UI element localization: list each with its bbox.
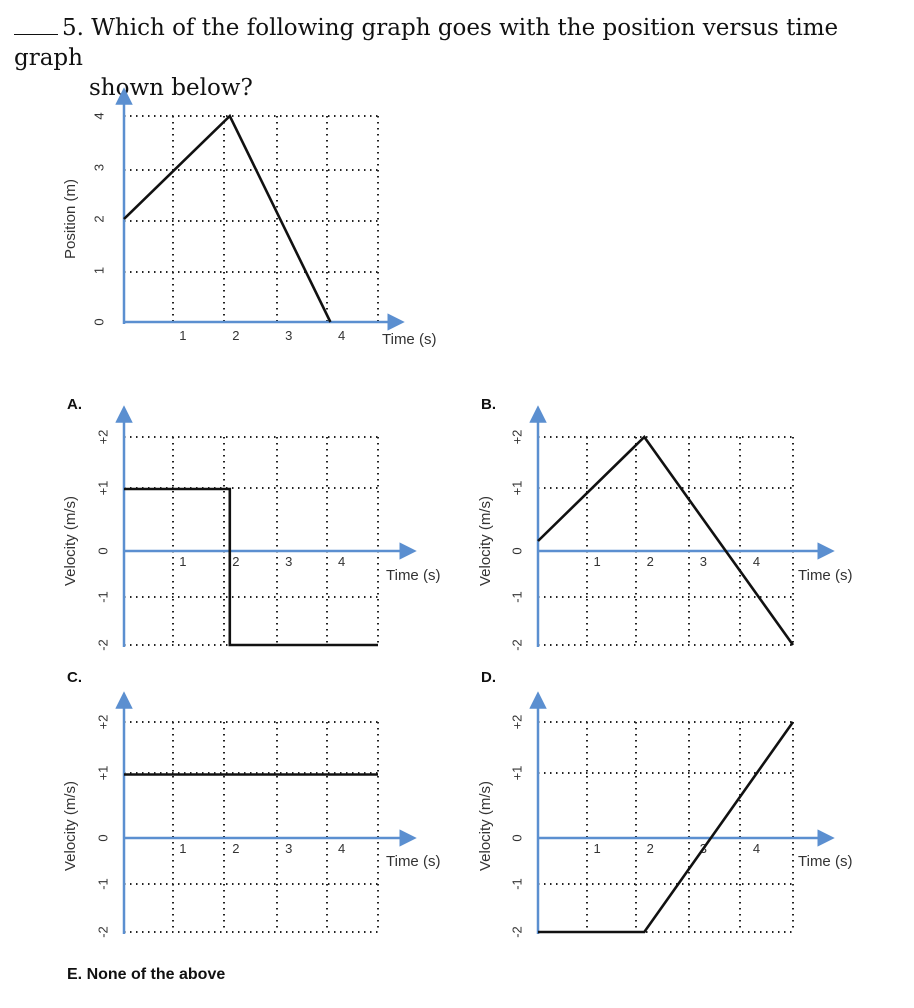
answer-blank[interactable]: [14, 12, 58, 35]
question-line-1: Which of the following graph goes with t…: [14, 15, 839, 71]
y-tick-label: 1: [91, 267, 106, 274]
y-tick-label: -2: [95, 926, 110, 938]
y-tick-label: -2: [509, 926, 524, 938]
y-tick-label: 0: [509, 834, 524, 841]
graph-position: 0 1 2 3 4 1 2 3 4 Time (s) Position (m): [62, 87, 436, 348]
y-tick-label: 2: [91, 215, 106, 222]
question-text: 5. Which of the following graph goes wit…: [14, 12, 894, 103]
x-tick-label: 1: [179, 554, 186, 569]
y-axis-label: Velocity (m/s): [477, 781, 494, 871]
choice-label-a: A.: [67, 396, 82, 413]
y-tick-label: +2: [95, 715, 110, 730]
y-axis-label: Position (m): [62, 179, 79, 259]
x-tick-label: 1: [179, 328, 186, 343]
x-axis-label: Time (s): [386, 853, 440, 870]
y-tick-label: +1: [95, 481, 110, 496]
choice-e-label: E. None of the above: [67, 966, 225, 983]
x-tick-label: 4: [338, 554, 345, 569]
y-tick-label: 4: [91, 112, 106, 119]
data-line-position: [123, 113, 332, 323]
y-tick-label: +1: [509, 481, 524, 496]
x-tick-label: 3: [285, 554, 292, 569]
y-axis-label: Velocity (m/s): [62, 496, 79, 586]
x-tick-label: 4: [338, 841, 345, 856]
choice-label-b: B.: [481, 396, 496, 413]
y-tick-label: -2: [95, 639, 110, 651]
x-axis-label: Time (s): [382, 331, 436, 348]
x-tick-label: 4: [753, 841, 760, 856]
data-line-a: [124, 487, 378, 647]
x-tick-label: 1: [594, 554, 601, 569]
y-tick-label: +1: [509, 766, 524, 781]
x-tick-label: 1: [179, 841, 186, 856]
x-tick-label: 1: [594, 841, 601, 856]
y-tick-label: 0: [95, 834, 110, 841]
y-axis-label: Velocity (m/s): [477, 496, 494, 586]
y-tick-label: -1: [95, 878, 110, 890]
x-tick-label: 3: [285, 841, 292, 856]
x-axis-label: Time (s): [386, 567, 440, 584]
graph-a: +2 +1 0 -1 -2 1 2 3 4 Time (s) Velocity (m/s) A.: [62, 396, 440, 651]
x-axis-label: Time (s): [798, 853, 852, 870]
y-tick-label: 0: [509, 547, 524, 554]
x-tick-label: 3: [700, 554, 707, 569]
y-tick-label: -1: [509, 591, 524, 603]
graph-b: +2 +1 0 -1 -2 1 2 3 4 Time (s) Velocity (m/s) B.: [477, 396, 852, 651]
y-tick-label: 0: [91, 318, 106, 325]
graph-c: +2 +1 0 -1 -2 1 2 3 4 Time (s) Velocity (m/s) C.: [62, 669, 440, 938]
y-axis-label: Velocity (m/s): [62, 781, 79, 871]
x-tick-label: 4: [753, 554, 760, 569]
y-tick-label: 3: [91, 164, 106, 171]
y-tick-label: 0: [95, 547, 110, 554]
y-tick-label: -2: [509, 639, 524, 651]
y-tick-label: -1: [95, 591, 110, 603]
choice-label-c: C.: [67, 669, 82, 686]
y-tick-label: +2: [95, 430, 110, 445]
x-tick-label: 2: [647, 554, 654, 569]
x-tick-label: 4: [338, 328, 345, 343]
y-tick-label: -1: [509, 878, 524, 890]
x-tick-label: 3: [285, 328, 292, 343]
x-axis-label: Time (s): [798, 567, 852, 584]
x-tick-label: 2: [647, 841, 654, 856]
x-tick-label: 2: [232, 554, 239, 569]
question-number: 5.: [62, 15, 84, 41]
data-line-b: [537, 435, 795, 646]
x-tick-label: 2: [232, 328, 239, 343]
data-line-d: [538, 721, 795, 934]
y-tick-label: +2: [509, 430, 524, 445]
y-tick-label: +1: [95, 766, 110, 781]
y-tick-label: +2: [509, 715, 524, 730]
choice-label-d: D.: [481, 669, 496, 686]
x-tick-label: 2: [232, 841, 239, 856]
